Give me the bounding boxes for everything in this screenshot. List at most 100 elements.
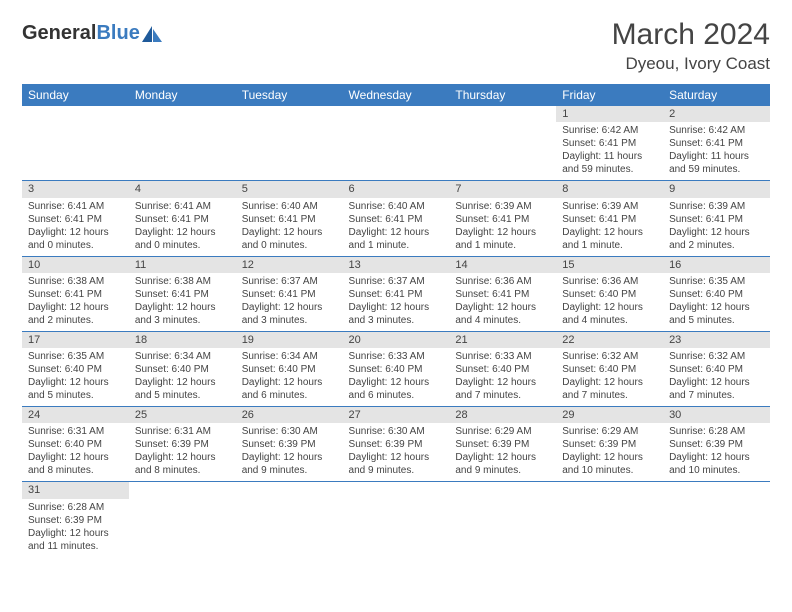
calendar-cell: 24Sunrise: 6:31 AMSunset: 6:40 PMDayligh… xyxy=(22,407,129,482)
calendar-cell xyxy=(343,482,450,557)
calendar-cell xyxy=(556,482,663,557)
day-body: Sunrise: 6:28 AMSunset: 6:39 PMDaylight:… xyxy=(22,499,129,557)
day-number: 29 xyxy=(556,407,663,423)
sunrise-line: Sunrise: 6:35 AM xyxy=(669,275,764,288)
sunset-line: Sunset: 6:40 PM xyxy=(28,363,123,376)
sunset-line: Sunset: 6:41 PM xyxy=(28,288,123,301)
sunrise-line: Sunrise: 6:32 AM xyxy=(669,350,764,363)
calendar-row: 24Sunrise: 6:31 AMSunset: 6:40 PMDayligh… xyxy=(22,407,770,482)
day-body: Sunrise: 6:35 AMSunset: 6:40 PMDaylight:… xyxy=(663,273,770,331)
daylight-line: Daylight: 12 hours and 8 minutes. xyxy=(28,451,123,477)
title-block: March 2024 Dyeou, Ivory Coast xyxy=(612,18,770,74)
day-number: 19 xyxy=(236,332,343,348)
day-body: Sunrise: 6:28 AMSunset: 6:39 PMDaylight:… xyxy=(663,423,770,481)
daylight-line: Daylight: 12 hours and 4 minutes. xyxy=(562,301,657,327)
day-number: 31 xyxy=(22,482,129,498)
sunrise-line: Sunrise: 6:28 AM xyxy=(28,501,123,514)
day-body: Sunrise: 6:31 AMSunset: 6:40 PMDaylight:… xyxy=(22,423,129,481)
daylight-line: Daylight: 12 hours and 2 minutes. xyxy=(28,301,123,327)
day-body: Sunrise: 6:41 AMSunset: 6:41 PMDaylight:… xyxy=(129,198,236,256)
sunset-line: Sunset: 6:41 PM xyxy=(349,213,444,226)
calendar-row: 17Sunrise: 6:35 AMSunset: 6:40 PMDayligh… xyxy=(22,331,770,406)
sunrise-line: Sunrise: 6:28 AM xyxy=(669,425,764,438)
daylight-line: Daylight: 12 hours and 5 minutes. xyxy=(28,376,123,402)
header: GeneralBlue March 2024 Dyeou, Ivory Coas… xyxy=(22,18,770,74)
calendar-cell: 6Sunrise: 6:40 AMSunset: 6:41 PMDaylight… xyxy=(343,181,450,256)
calendar-cell: 9Sunrise: 6:39 AMSunset: 6:41 PMDaylight… xyxy=(663,181,770,256)
sunset-line: Sunset: 6:39 PM xyxy=(349,438,444,451)
sunrise-line: Sunrise: 6:39 AM xyxy=(455,200,550,213)
day-header-row: Sunday Monday Tuesday Wednesday Thursday… xyxy=(22,84,770,106)
logo: GeneralBlue xyxy=(22,22,164,45)
day-body: Sunrise: 6:33 AMSunset: 6:40 PMDaylight:… xyxy=(449,348,556,406)
calendar-cell: 7Sunrise: 6:39 AMSunset: 6:41 PMDaylight… xyxy=(449,181,556,256)
calendar-cell: 3Sunrise: 6:41 AMSunset: 6:41 PMDaylight… xyxy=(22,181,129,256)
calendar-row: 3Sunrise: 6:41 AMSunset: 6:41 PMDaylight… xyxy=(22,181,770,256)
day-number: 15 xyxy=(556,257,663,273)
day-body: Sunrise: 6:31 AMSunset: 6:39 PMDaylight:… xyxy=(129,423,236,481)
calendar-cell: 23Sunrise: 6:32 AMSunset: 6:40 PMDayligh… xyxy=(663,331,770,406)
sunset-line: Sunset: 6:39 PM xyxy=(562,438,657,451)
day-body: Sunrise: 6:30 AMSunset: 6:39 PMDaylight:… xyxy=(236,423,343,481)
daylight-line: Daylight: 12 hours and 3 minutes. xyxy=(349,301,444,327)
calendar-cell xyxy=(236,482,343,557)
day-number: 9 xyxy=(663,181,770,197)
daylight-line: Daylight: 12 hours and 7 minutes. xyxy=(669,376,764,402)
sunrise-line: Sunrise: 6:39 AM xyxy=(562,200,657,213)
sunset-line: Sunset: 6:40 PM xyxy=(562,363,657,376)
day-number: 3 xyxy=(22,181,129,197)
sunrise-line: Sunrise: 6:41 AM xyxy=(135,200,230,213)
day-number: 25 xyxy=(129,407,236,423)
day-body: Sunrise: 6:29 AMSunset: 6:39 PMDaylight:… xyxy=(449,423,556,481)
calendar-cell xyxy=(663,482,770,557)
day-number: 21 xyxy=(449,332,556,348)
day-number: 18 xyxy=(129,332,236,348)
sunset-line: Sunset: 6:40 PM xyxy=(135,363,230,376)
day-body: Sunrise: 6:34 AMSunset: 6:40 PMDaylight:… xyxy=(236,348,343,406)
calendar-cell: 26Sunrise: 6:30 AMSunset: 6:39 PMDayligh… xyxy=(236,407,343,482)
calendar-row: 10Sunrise: 6:38 AMSunset: 6:41 PMDayligh… xyxy=(22,256,770,331)
calendar-cell: 30Sunrise: 6:28 AMSunset: 6:39 PMDayligh… xyxy=(663,407,770,482)
sunset-line: Sunset: 6:40 PM xyxy=(455,363,550,376)
day-body: Sunrise: 6:40 AMSunset: 6:41 PMDaylight:… xyxy=(236,198,343,256)
day-body: Sunrise: 6:36 AMSunset: 6:40 PMDaylight:… xyxy=(556,273,663,331)
daylight-line: Daylight: 12 hours and 0 minutes. xyxy=(242,226,337,252)
day-header: Tuesday xyxy=(236,84,343,106)
sunset-line: Sunset: 6:40 PM xyxy=(562,288,657,301)
daylight-line: Daylight: 12 hours and 1 minute. xyxy=(455,226,550,252)
daylight-line: Daylight: 12 hours and 7 minutes. xyxy=(455,376,550,402)
daylight-line: Daylight: 12 hours and 10 minutes. xyxy=(562,451,657,477)
daylight-line: Daylight: 12 hours and 6 minutes. xyxy=(242,376,337,402)
day-header: Monday xyxy=(129,84,236,106)
daylight-line: Daylight: 11 hours and 59 minutes. xyxy=(669,150,764,176)
calendar-cell: 1Sunrise: 6:42 AMSunset: 6:41 PMDaylight… xyxy=(556,106,663,181)
daylight-line: Daylight: 12 hours and 11 minutes. xyxy=(28,527,123,553)
day-number: 24 xyxy=(22,407,129,423)
calendar-cell xyxy=(449,106,556,181)
day-number: 10 xyxy=(22,257,129,273)
daylight-line: Daylight: 12 hours and 0 minutes. xyxy=(135,226,230,252)
sunrise-line: Sunrise: 6:36 AM xyxy=(455,275,550,288)
sunrise-line: Sunrise: 6:40 AM xyxy=(349,200,444,213)
sunrise-line: Sunrise: 6:33 AM xyxy=(349,350,444,363)
day-number: 11 xyxy=(129,257,236,273)
day-number: 17 xyxy=(22,332,129,348)
daylight-line: Daylight: 12 hours and 9 minutes. xyxy=(349,451,444,477)
daylight-line: Daylight: 12 hours and 9 minutes. xyxy=(455,451,550,477)
daylight-line: Daylight: 12 hours and 0 minutes. xyxy=(28,226,123,252)
sunrise-line: Sunrise: 6:29 AM xyxy=(562,425,657,438)
day-number: 1 xyxy=(556,106,663,122)
day-body: Sunrise: 6:38 AMSunset: 6:41 PMDaylight:… xyxy=(22,273,129,331)
calendar-cell: 2Sunrise: 6:42 AMSunset: 6:41 PMDaylight… xyxy=(663,106,770,181)
sunset-line: Sunset: 6:41 PM xyxy=(135,288,230,301)
day-number: 12 xyxy=(236,257,343,273)
sunrise-line: Sunrise: 6:39 AM xyxy=(669,200,764,213)
calendar-cell: 10Sunrise: 6:38 AMSunset: 6:41 PMDayligh… xyxy=(22,256,129,331)
sunset-line: Sunset: 6:39 PM xyxy=(242,438,337,451)
sunset-line: Sunset: 6:41 PM xyxy=(349,288,444,301)
day-body: Sunrise: 6:37 AMSunset: 6:41 PMDaylight:… xyxy=(343,273,450,331)
day-number: 8 xyxy=(556,181,663,197)
calendar-cell: 15Sunrise: 6:36 AMSunset: 6:40 PMDayligh… xyxy=(556,256,663,331)
day-body: Sunrise: 6:32 AMSunset: 6:40 PMDaylight:… xyxy=(556,348,663,406)
sunset-line: Sunset: 6:39 PM xyxy=(669,438,764,451)
